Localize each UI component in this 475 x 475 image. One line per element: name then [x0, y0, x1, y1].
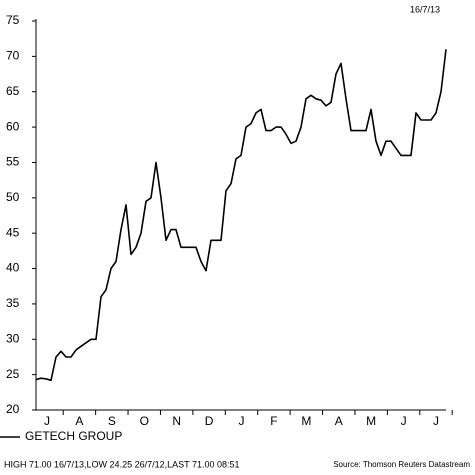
x-tick-label: A [75, 414, 83, 428]
x-tick-label: J [401, 414, 407, 428]
y-tick-label: 20 [6, 402, 20, 416]
y-tick-label: 70 [6, 49, 20, 63]
y-tick-label: 55 [6, 155, 20, 169]
x-tick-label: J [433, 414, 439, 428]
x-tick-label: F [270, 414, 277, 428]
y-tick-label: 25 [6, 367, 20, 381]
y-tick-label: 75 [6, 13, 20, 27]
x-tick-label: A [335, 414, 343, 428]
x-tick-label: S [108, 414, 116, 428]
x-tick-label: J [44, 414, 50, 428]
x-tick-label: O [140, 414, 149, 428]
y-tick-label: 60 [6, 119, 20, 133]
x-tick-label: M [301, 414, 311, 428]
price-line [35, 49, 447, 382]
y-tick-label: 45 [6, 225, 20, 239]
x-tick-label: N [172, 414, 181, 428]
x-tick-label: D [205, 414, 214, 428]
x-tick-label: J [239, 414, 245, 428]
y-tick-label: 50 [6, 190, 20, 204]
date-label: 16/7/13 [410, 4, 440, 14]
legend-label: GETECH GROUP [25, 429, 122, 443]
x-tick-label: M [366, 414, 376, 428]
y-tick-label: 35 [6, 296, 20, 310]
y-tick-label: 65 [6, 84, 20, 98]
y-tick-label: 30 [6, 331, 20, 345]
source: Source: Thomson Reuters Datastream [333, 460, 470, 469]
footer: HIGH 71.00 16/7/13,LOW 24.25 26/7/12,LAS… [4, 459, 240, 469]
y-tick-label: 40 [6, 261, 20, 275]
